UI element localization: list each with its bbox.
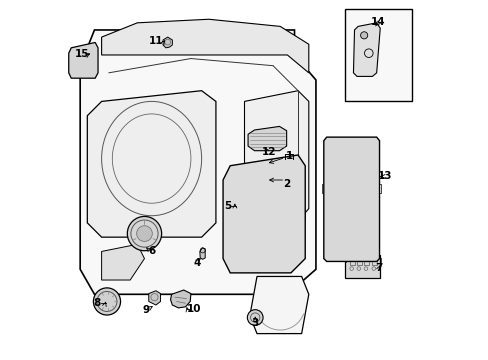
- Polygon shape: [244, 91, 308, 234]
- Text: 2: 2: [283, 179, 290, 189]
- Circle shape: [344, 226, 349, 232]
- Circle shape: [324, 234, 330, 240]
- Text: 11: 11: [149, 36, 163, 46]
- Text: 15: 15: [75, 49, 89, 59]
- Text: 3: 3: [251, 318, 258, 328]
- Circle shape: [324, 218, 330, 224]
- Bar: [356, 258, 361, 265]
- Bar: [344, 257, 345, 262]
- Circle shape: [334, 226, 340, 232]
- Polygon shape: [102, 244, 144, 280]
- Polygon shape: [170, 290, 190, 308]
- Circle shape: [363, 234, 368, 240]
- Polygon shape: [80, 30, 315, 294]
- Text: 10: 10: [187, 304, 202, 314]
- Polygon shape: [249, 276, 308, 334]
- Text: 12: 12: [262, 147, 276, 157]
- Polygon shape: [69, 42, 98, 78]
- Circle shape: [230, 194, 272, 237]
- Circle shape: [363, 226, 368, 232]
- Text: 6: 6: [148, 247, 155, 256]
- Circle shape: [324, 209, 330, 215]
- Text: 9: 9: [142, 305, 149, 315]
- Bar: [379, 257, 380, 262]
- Polygon shape: [247, 126, 286, 151]
- Circle shape: [344, 218, 349, 224]
- Polygon shape: [148, 291, 160, 305]
- Circle shape: [344, 209, 349, 215]
- Circle shape: [247, 310, 263, 325]
- Circle shape: [363, 218, 368, 224]
- Polygon shape: [102, 19, 308, 73]
- Circle shape: [334, 234, 340, 240]
- Polygon shape: [200, 248, 205, 259]
- Polygon shape: [87, 91, 216, 237]
- Bar: [364, 258, 368, 265]
- Text: 8: 8: [94, 297, 101, 307]
- Text: 4: 4: [193, 258, 201, 268]
- Bar: [345, 255, 380, 278]
- Circle shape: [360, 32, 367, 39]
- Bar: [322, 184, 325, 193]
- Circle shape: [363, 209, 368, 215]
- Circle shape: [227, 198, 238, 208]
- Polygon shape: [353, 23, 380, 76]
- Bar: [349, 258, 354, 265]
- Polygon shape: [223, 155, 305, 273]
- Circle shape: [127, 216, 162, 251]
- Circle shape: [353, 218, 359, 224]
- Bar: [344, 9, 411, 102]
- Polygon shape: [323, 137, 379, 261]
- Circle shape: [353, 226, 359, 232]
- Circle shape: [344, 234, 349, 240]
- Text: 14: 14: [370, 17, 385, 27]
- Circle shape: [136, 226, 152, 242]
- Text: 13: 13: [377, 171, 391, 181]
- Circle shape: [324, 226, 330, 232]
- Text: 1: 1: [285, 151, 292, 161]
- Circle shape: [334, 209, 340, 215]
- Bar: [371, 258, 376, 265]
- Circle shape: [353, 209, 359, 215]
- Circle shape: [334, 218, 340, 224]
- Circle shape: [343, 242, 359, 257]
- Circle shape: [93, 288, 121, 315]
- Polygon shape: [163, 37, 172, 48]
- Text: 5: 5: [224, 201, 230, 211]
- Bar: [326, 141, 375, 203]
- Bar: [377, 184, 380, 193]
- Circle shape: [353, 234, 359, 240]
- Circle shape: [262, 194, 305, 237]
- Text: 7: 7: [374, 262, 382, 273]
